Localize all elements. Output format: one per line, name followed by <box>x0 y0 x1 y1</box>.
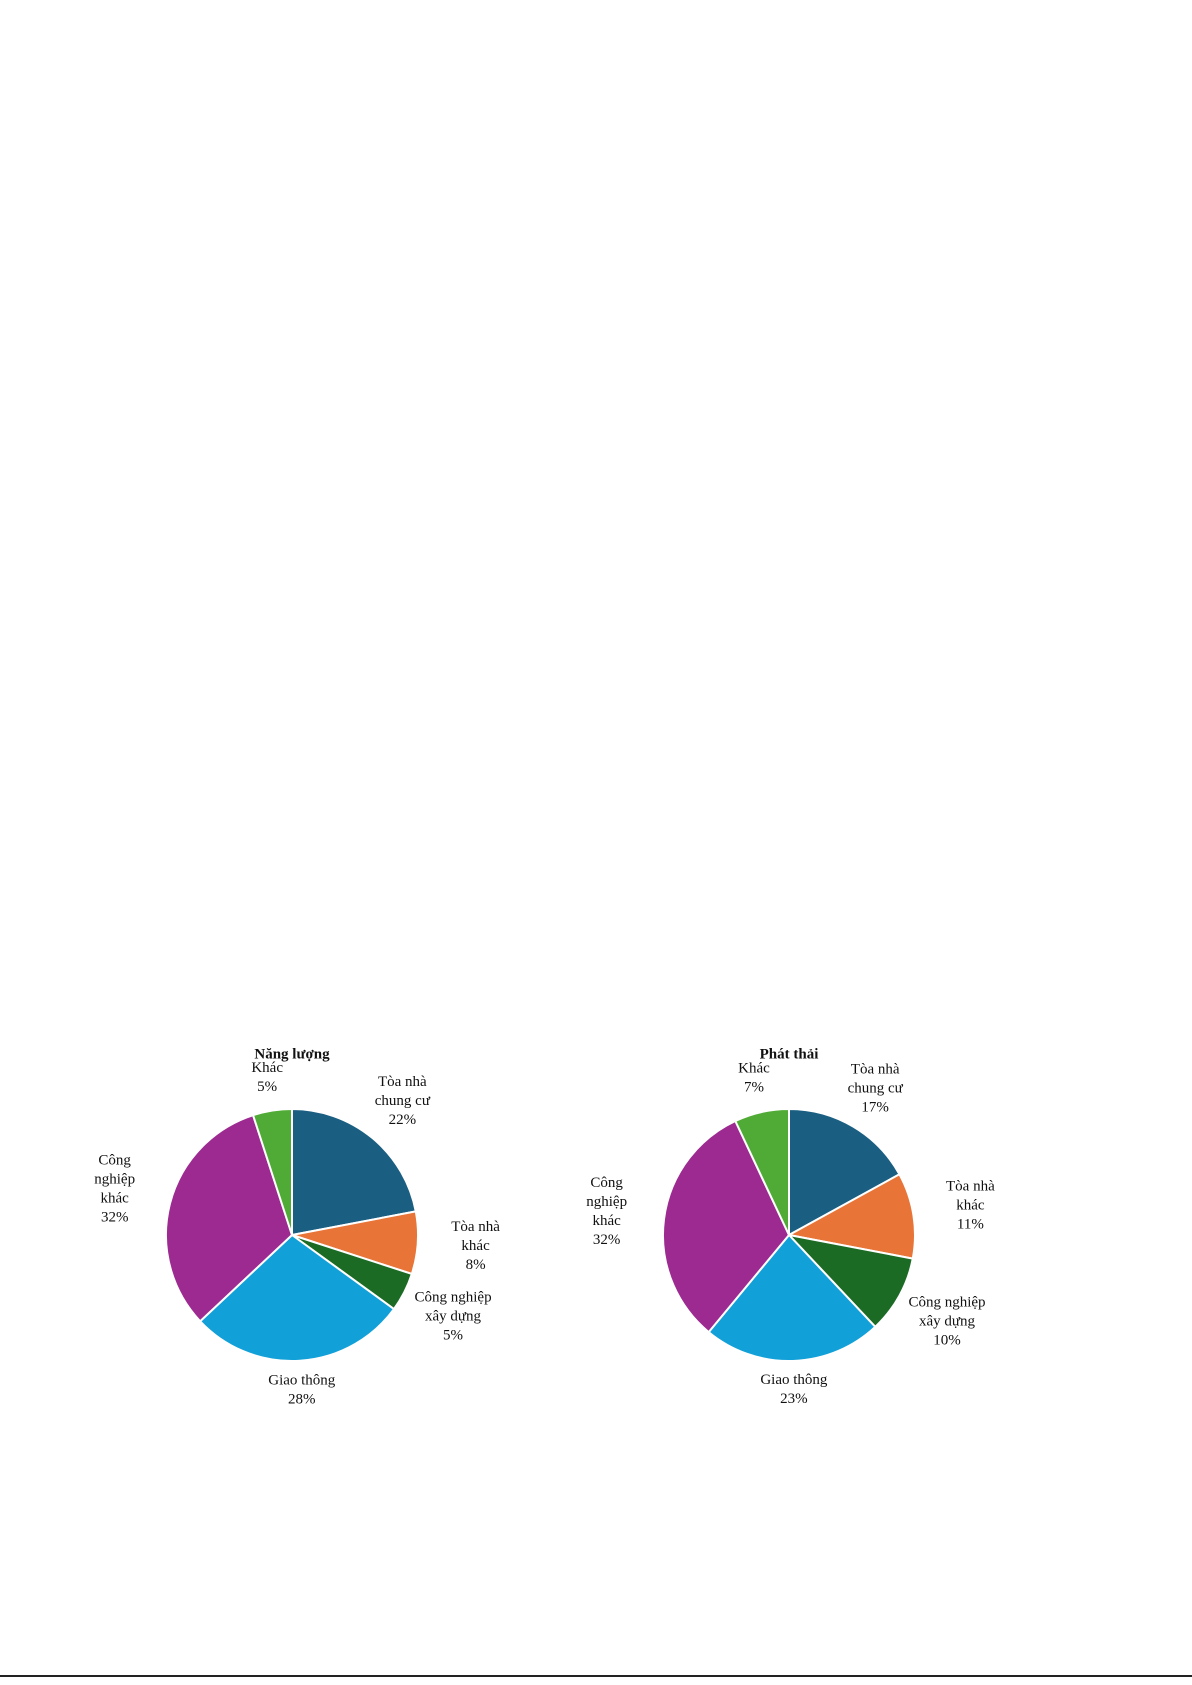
value-label: 10% <box>933 1332 961 1348</box>
value-label: 8% <box>466 1257 486 1273</box>
value-label: 5% <box>257 1079 277 1095</box>
value-label: 32% <box>101 1209 129 1225</box>
slice-label: Tòa nhà <box>451 1219 500 1235</box>
slice-label: chung cư <box>375 1093 431 1109</box>
pie-slice <box>198 1233 396 1362</box>
slice-label: xây dựng <box>425 1308 482 1324</box>
slice-label: nghiệp <box>94 1171 135 1187</box>
pie-slice <box>165 1113 294 1323</box>
pie-slice <box>251 1107 293 1236</box>
pie-slice <box>734 1107 790 1236</box>
slice-label: xây dựng <box>919 1313 976 1329</box>
slice-label: khác <box>461 1238 490 1254</box>
value-label: 28% <box>288 1392 316 1408</box>
slice-label: khác <box>593 1213 622 1229</box>
pie-slice <box>291 1107 417 1237</box>
pie-slice <box>662 1119 791 1334</box>
pie-slice <box>786 1233 914 1329</box>
pie-slice <box>788 1107 901 1237</box>
slice-label: Giao thông <box>268 1373 336 1389</box>
slice-label: Công <box>98 1152 131 1168</box>
value-label: 11% <box>957 1217 984 1233</box>
slice-label: Tòa nhà <box>946 1179 995 1195</box>
value-label: 23% <box>780 1391 808 1407</box>
value-label: 17% <box>861 1100 889 1116</box>
pie-slice <box>786 1172 916 1260</box>
chart-title: Phát thải <box>760 1046 819 1062</box>
pie-slice <box>707 1233 877 1362</box>
slice-label: Tòa nhà <box>851 1062 900 1078</box>
slice-label: khác <box>101 1190 130 1206</box>
slice-label: Công <box>590 1175 623 1191</box>
slice-label: chung cư <box>848 1081 904 1097</box>
slice-label: Khác <box>251 1060 283 1076</box>
slice-label: Giao thông <box>760 1372 828 1388</box>
value-label: 5% <box>443 1327 463 1343</box>
chart-title: Năng lượng <box>254 1046 330 1062</box>
slice-label: khác <box>956 1198 985 1214</box>
value-label: 7% <box>744 1079 764 1095</box>
slice-label: Công nghiệp <box>414 1289 491 1305</box>
slice-label: Khác <box>738 1060 770 1076</box>
value-label: 32% <box>593 1232 621 1248</box>
slice-label: Tòa nhà <box>378 1074 427 1090</box>
slice-label: nghiệp <box>586 1194 627 1210</box>
value-label: 22% <box>389 1112 417 1128</box>
slice-label: Công nghiệp <box>908 1294 985 1310</box>
